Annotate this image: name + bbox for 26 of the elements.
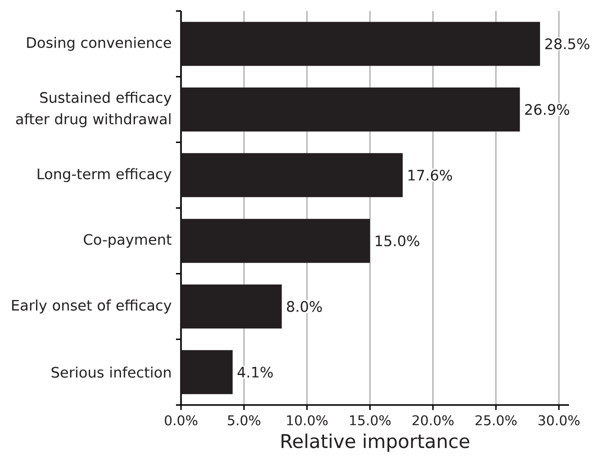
y-tick-label: Co-payment [84, 234, 172, 248]
bar [181, 88, 520, 132]
x-tick-label: 20.0% [412, 415, 454, 426]
x-tick-label: 0.0% [164, 415, 198, 426]
data-label: 4.1% [238, 366, 273, 378]
bar [181, 22, 540, 66]
x-axis-title: Relative importance [282, 434, 470, 452]
y-tick-label: Early onset of efficacy [12, 300, 172, 314]
y-tick-label: Sustained efficacy after drug withdrawal [16, 92, 172, 128]
data-label: 17.6% [408, 170, 452, 181]
x-tick-label: 30.0% [538, 415, 580, 426]
bar [181, 153, 403, 198]
y-tick-label: Long-term efficacy [38, 168, 172, 182]
y-tick-label: Dosing convenience [27, 36, 172, 51]
bar [181, 350, 233, 394]
x-tick-label: 15.0% [350, 415, 391, 426]
data-label: 8.0% [286, 301, 322, 312]
data-label: 28.5% [545, 38, 590, 50]
bar [181, 284, 282, 329]
data-label: 15.0% [376, 235, 420, 246]
y-tick-label: Serious infection [52, 366, 171, 378]
data-label: 26.9% [525, 104, 570, 115]
x-tick-label: 5.0% [228, 415, 260, 426]
x-tick-label: 25.0% [476, 415, 517, 426]
x-tick-label: 10.0% [287, 415, 328, 426]
bar [181, 218, 370, 263]
